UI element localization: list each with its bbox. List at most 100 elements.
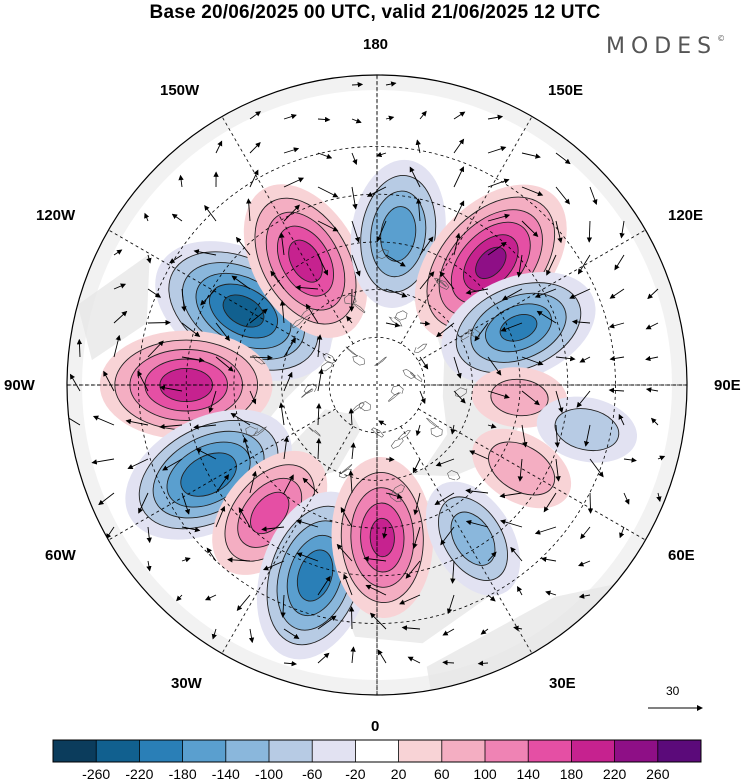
colorbar-segment bbox=[96, 740, 140, 762]
colorbar-tick-label: 100 bbox=[473, 766, 497, 782]
wind-vector bbox=[450, 424, 456, 435]
wind-vector bbox=[283, 177, 305, 188]
wind-vector bbox=[283, 474, 294, 494]
wind-vector bbox=[487, 114, 504, 120]
coastline-segment bbox=[402, 369, 416, 379]
wind-vector bbox=[453, 111, 466, 120]
colorbar-tick-label: -220 bbox=[125, 766, 154, 782]
wind-vector bbox=[317, 652, 330, 664]
colorbar-segment bbox=[355, 740, 399, 762]
colorbar-tick-label: 220 bbox=[602, 766, 627, 782]
coastline-segment bbox=[291, 318, 304, 329]
wind-vector bbox=[296, 552, 319, 562]
anomaly-center bbox=[441, 271, 596, 384]
wind-vector bbox=[419, 390, 426, 405]
wind-vector bbox=[645, 322, 659, 330]
wind-vector bbox=[351, 220, 360, 243]
wind-vector bbox=[171, 213, 183, 222]
colorbar-tick-label: -20 bbox=[345, 766, 366, 782]
coastline-segment bbox=[390, 385, 404, 396]
coastline-segment bbox=[391, 484, 405, 495]
wind-vector bbox=[540, 556, 557, 563]
wind-vector bbox=[283, 628, 300, 639]
wind-vector bbox=[609, 288, 625, 299]
wind-vector bbox=[521, 390, 540, 406]
wind-vector bbox=[249, 111, 262, 120]
wind-vector bbox=[316, 437, 322, 460]
wind-vector bbox=[465, 288, 489, 295]
wind-vector bbox=[469, 450, 489, 460]
wind-vector bbox=[162, 458, 183, 471]
wind-vector bbox=[316, 403, 322, 426]
lon-label-90w: 90W bbox=[4, 377, 35, 394]
colorbar-segment bbox=[182, 740, 227, 762]
wind-vector bbox=[206, 547, 217, 562]
lon-label-120e: 120E bbox=[668, 207, 704, 224]
wind-vector bbox=[125, 418, 149, 426]
wind-vector bbox=[419, 271, 435, 290]
wind-vector bbox=[623, 457, 637, 463]
wind-vector bbox=[346, 315, 353, 324]
wind-vector bbox=[546, 254, 557, 276]
meridian-line bbox=[221, 426, 354, 654]
coastline-segment bbox=[352, 303, 366, 314]
wind-vector bbox=[415, 198, 422, 222]
wind-vector bbox=[144, 212, 150, 222]
wind-vector bbox=[236, 594, 251, 611]
wind-vector bbox=[513, 625, 523, 631]
wind-vector bbox=[399, 594, 421, 605]
colorbar-segment bbox=[657, 740, 702, 762]
coastline-segment bbox=[358, 401, 371, 412]
wind-vector bbox=[103, 370, 115, 392]
wind-vector bbox=[181, 526, 201, 533]
wind-vector bbox=[412, 458, 421, 474]
wind-vector bbox=[545, 590, 557, 596]
wind-vector bbox=[113, 310, 128, 324]
wind-vector bbox=[543, 492, 557, 513]
wind-vector bbox=[578, 560, 591, 567]
lon-label-180: 180 bbox=[363, 36, 389, 53]
colorbar-segment bbox=[398, 740, 443, 762]
wind-vector bbox=[204, 204, 217, 222]
wind-vector bbox=[246, 198, 252, 222]
colorbar-segment bbox=[441, 740, 486, 762]
wind-vector bbox=[413, 492, 421, 516]
coastline-segment bbox=[460, 329, 474, 341]
wind-vector bbox=[517, 586, 523, 596]
wind-vector bbox=[317, 615, 337, 630]
wind-vector bbox=[317, 220, 339, 232]
lon-label-90e: 90E bbox=[714, 377, 741, 394]
wind-vector bbox=[521, 424, 528, 448]
wind-vector bbox=[279, 232, 285, 256]
anomaly-center bbox=[472, 428, 572, 509]
wind-vector bbox=[419, 356, 429, 370]
wind-vector bbox=[385, 81, 397, 87]
anomaly-contour bbox=[475, 246, 507, 280]
wind-vector bbox=[92, 415, 115, 426]
wind-vector bbox=[351, 186, 358, 210]
wind-vector bbox=[317, 575, 331, 596]
brand-text: MODES bbox=[606, 34, 718, 59]
wind-vector bbox=[415, 139, 421, 154]
meridian-line bbox=[400, 116, 533, 344]
coastline-segment bbox=[413, 343, 428, 353]
wind-vector bbox=[500, 322, 523, 332]
coastline-segment bbox=[374, 356, 387, 367]
wind-vector bbox=[302, 477, 319, 494]
wind-vector bbox=[316, 334, 323, 358]
anomaly-contour bbox=[554, 408, 620, 452]
wind-vector bbox=[146, 560, 152, 572]
colorbar-tick-label: 140 bbox=[516, 766, 540, 782]
wind-vector bbox=[578, 593, 591, 599]
wind-vector bbox=[608, 322, 625, 329]
wind-vector bbox=[365, 584, 387, 596]
wind-vector bbox=[242, 436, 251, 460]
anomaly-contour bbox=[499, 314, 538, 342]
wind-vector bbox=[453, 390, 466, 404]
wind-vector bbox=[412, 526, 421, 549]
wind-vector bbox=[193, 424, 217, 430]
wind-vector bbox=[419, 110, 427, 120]
colorbar-segment bbox=[528, 740, 572, 762]
colorbar-segment bbox=[571, 740, 615, 762]
wind-vector bbox=[351, 81, 364, 88]
